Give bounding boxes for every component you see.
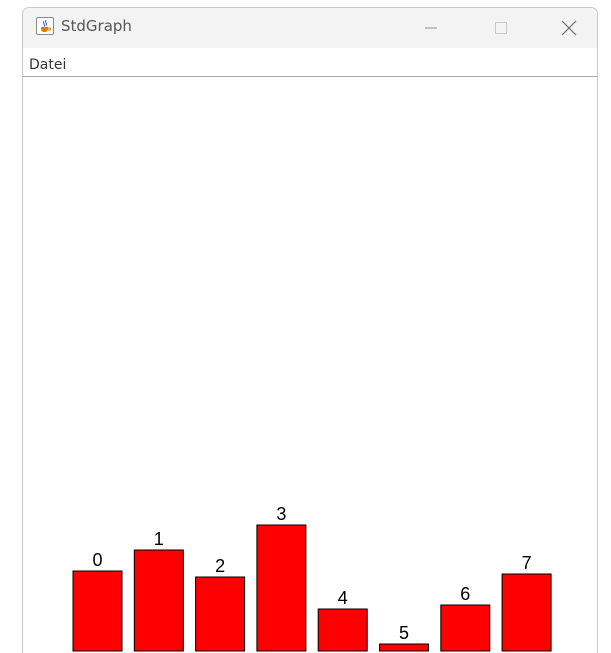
bar-5	[379, 643, 429, 652]
bar-label-1: 1	[154, 529, 164, 549]
bar-chart: 0 1 2 3 4 5 6 7	[72, 504, 552, 652]
bar-label-2: 2	[215, 556, 225, 576]
java-cup-icon	[36, 17, 54, 35]
bar-label-0: 0	[92, 550, 102, 570]
minimize-button[interactable]	[408, 8, 454, 48]
bar-label-6: 6	[460, 584, 470, 604]
bar-0	[72, 570, 123, 652]
maximize-icon	[495, 22, 507, 34]
bar-1	[133, 549, 184, 652]
bar-4	[317, 608, 368, 652]
title-bar[interactable]: StdGraph	[23, 8, 597, 48]
menu-datei[interactable]: Datei	[29, 57, 67, 73]
maximize-button[interactable]	[478, 8, 524, 48]
window-title: StdGraph	[61, 17, 132, 35]
minimize-icon	[425, 27, 437, 29]
menu-bar: Datei	[23, 48, 597, 77]
close-icon	[561, 20, 577, 36]
bar-7	[501, 573, 552, 652]
graph-canvas: 0 1 2 3 4 5 6 7	[23, 77, 597, 653]
bar-label-7: 7	[522, 553, 532, 573]
bar-label-4: 4	[338, 588, 348, 608]
stdgraph-window: StdGraph Datei 0 1 2 3 4 5 6 7	[22, 7, 598, 653]
bar-2	[195, 576, 246, 652]
bar-label-5: 5	[399, 623, 409, 643]
close-button[interactable]	[546, 8, 592, 48]
bar-label-3: 3	[276, 504, 286, 524]
bar-6	[440, 604, 491, 652]
bar-3	[256, 524, 307, 652]
